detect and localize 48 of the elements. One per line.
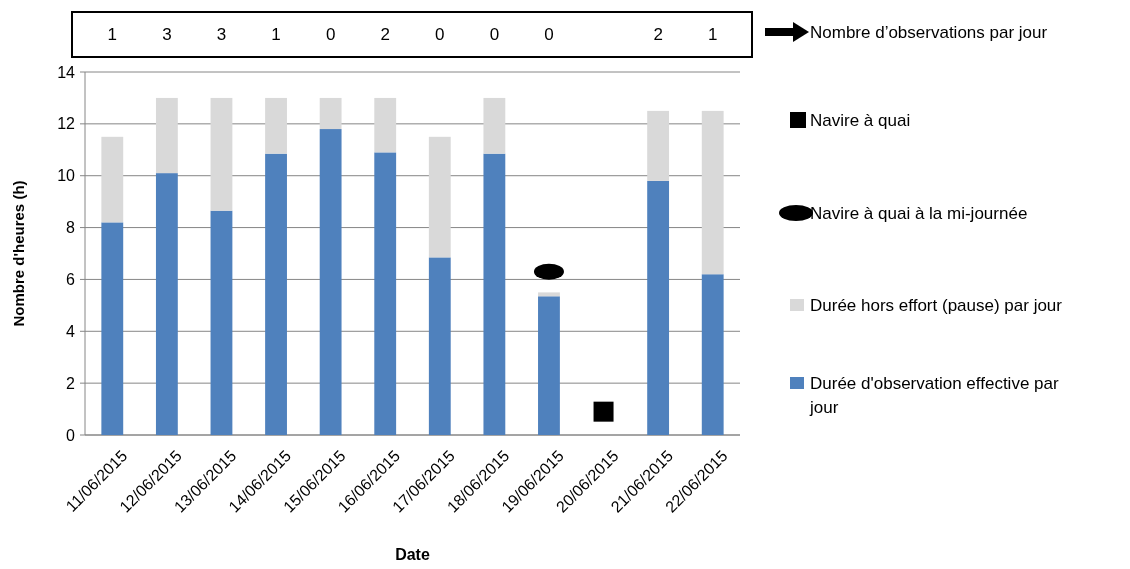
bar xyxy=(428,136,451,258)
text: 2 xyxy=(380,25,390,44)
y-tick-label: 2 xyxy=(66,374,76,392)
legend-label: Navire à quai à la mi-journée xyxy=(810,203,1028,223)
text: 0 xyxy=(435,25,445,44)
text: 3 xyxy=(216,25,227,44)
bar xyxy=(155,97,178,174)
text: 1 xyxy=(707,25,718,44)
text: 1 xyxy=(271,25,281,44)
bar xyxy=(101,136,124,223)
y-tick-label: 14 xyxy=(57,63,76,81)
bar xyxy=(647,110,670,181)
bar xyxy=(210,210,233,435)
text: 0 xyxy=(325,25,336,44)
y-tick-label: 8 xyxy=(66,219,76,237)
text: 2 xyxy=(653,25,663,44)
bar xyxy=(265,97,287,154)
y-tick-label: 6 xyxy=(66,271,76,289)
bar xyxy=(374,97,397,153)
bar xyxy=(538,296,560,435)
text: 3 xyxy=(162,25,172,44)
bar xyxy=(428,257,451,435)
text: 1 xyxy=(107,25,118,44)
bar xyxy=(483,97,506,154)
bar xyxy=(483,153,506,435)
y-tick-label: 10 xyxy=(57,167,76,185)
bar xyxy=(374,152,397,435)
bar xyxy=(319,97,342,130)
text: 0 xyxy=(544,25,554,44)
bar xyxy=(538,292,560,297)
bar xyxy=(155,173,178,435)
bar xyxy=(319,129,342,435)
bar xyxy=(647,180,670,435)
bar xyxy=(265,153,287,435)
bar xyxy=(210,97,233,211)
legend-label: Durée hors effort (pause) par jour xyxy=(810,295,1063,315)
text: Nombre d’observations par jour xyxy=(810,22,1048,42)
y-axis-title: Nombre d'heures (h) xyxy=(10,180,27,327)
bar xyxy=(701,274,724,435)
y-tick-label: 12 xyxy=(57,115,76,133)
y-tick-label: 4 xyxy=(66,322,76,340)
x-axis-title: Date xyxy=(395,546,430,563)
bar xyxy=(101,222,124,435)
text: 0 xyxy=(489,25,500,44)
bar xyxy=(701,110,724,275)
legend-label: Navire à quai xyxy=(810,110,911,130)
legend-label: Durée d'observation effective par jour xyxy=(809,373,1059,417)
y-tick-label: 0 xyxy=(66,426,76,444)
